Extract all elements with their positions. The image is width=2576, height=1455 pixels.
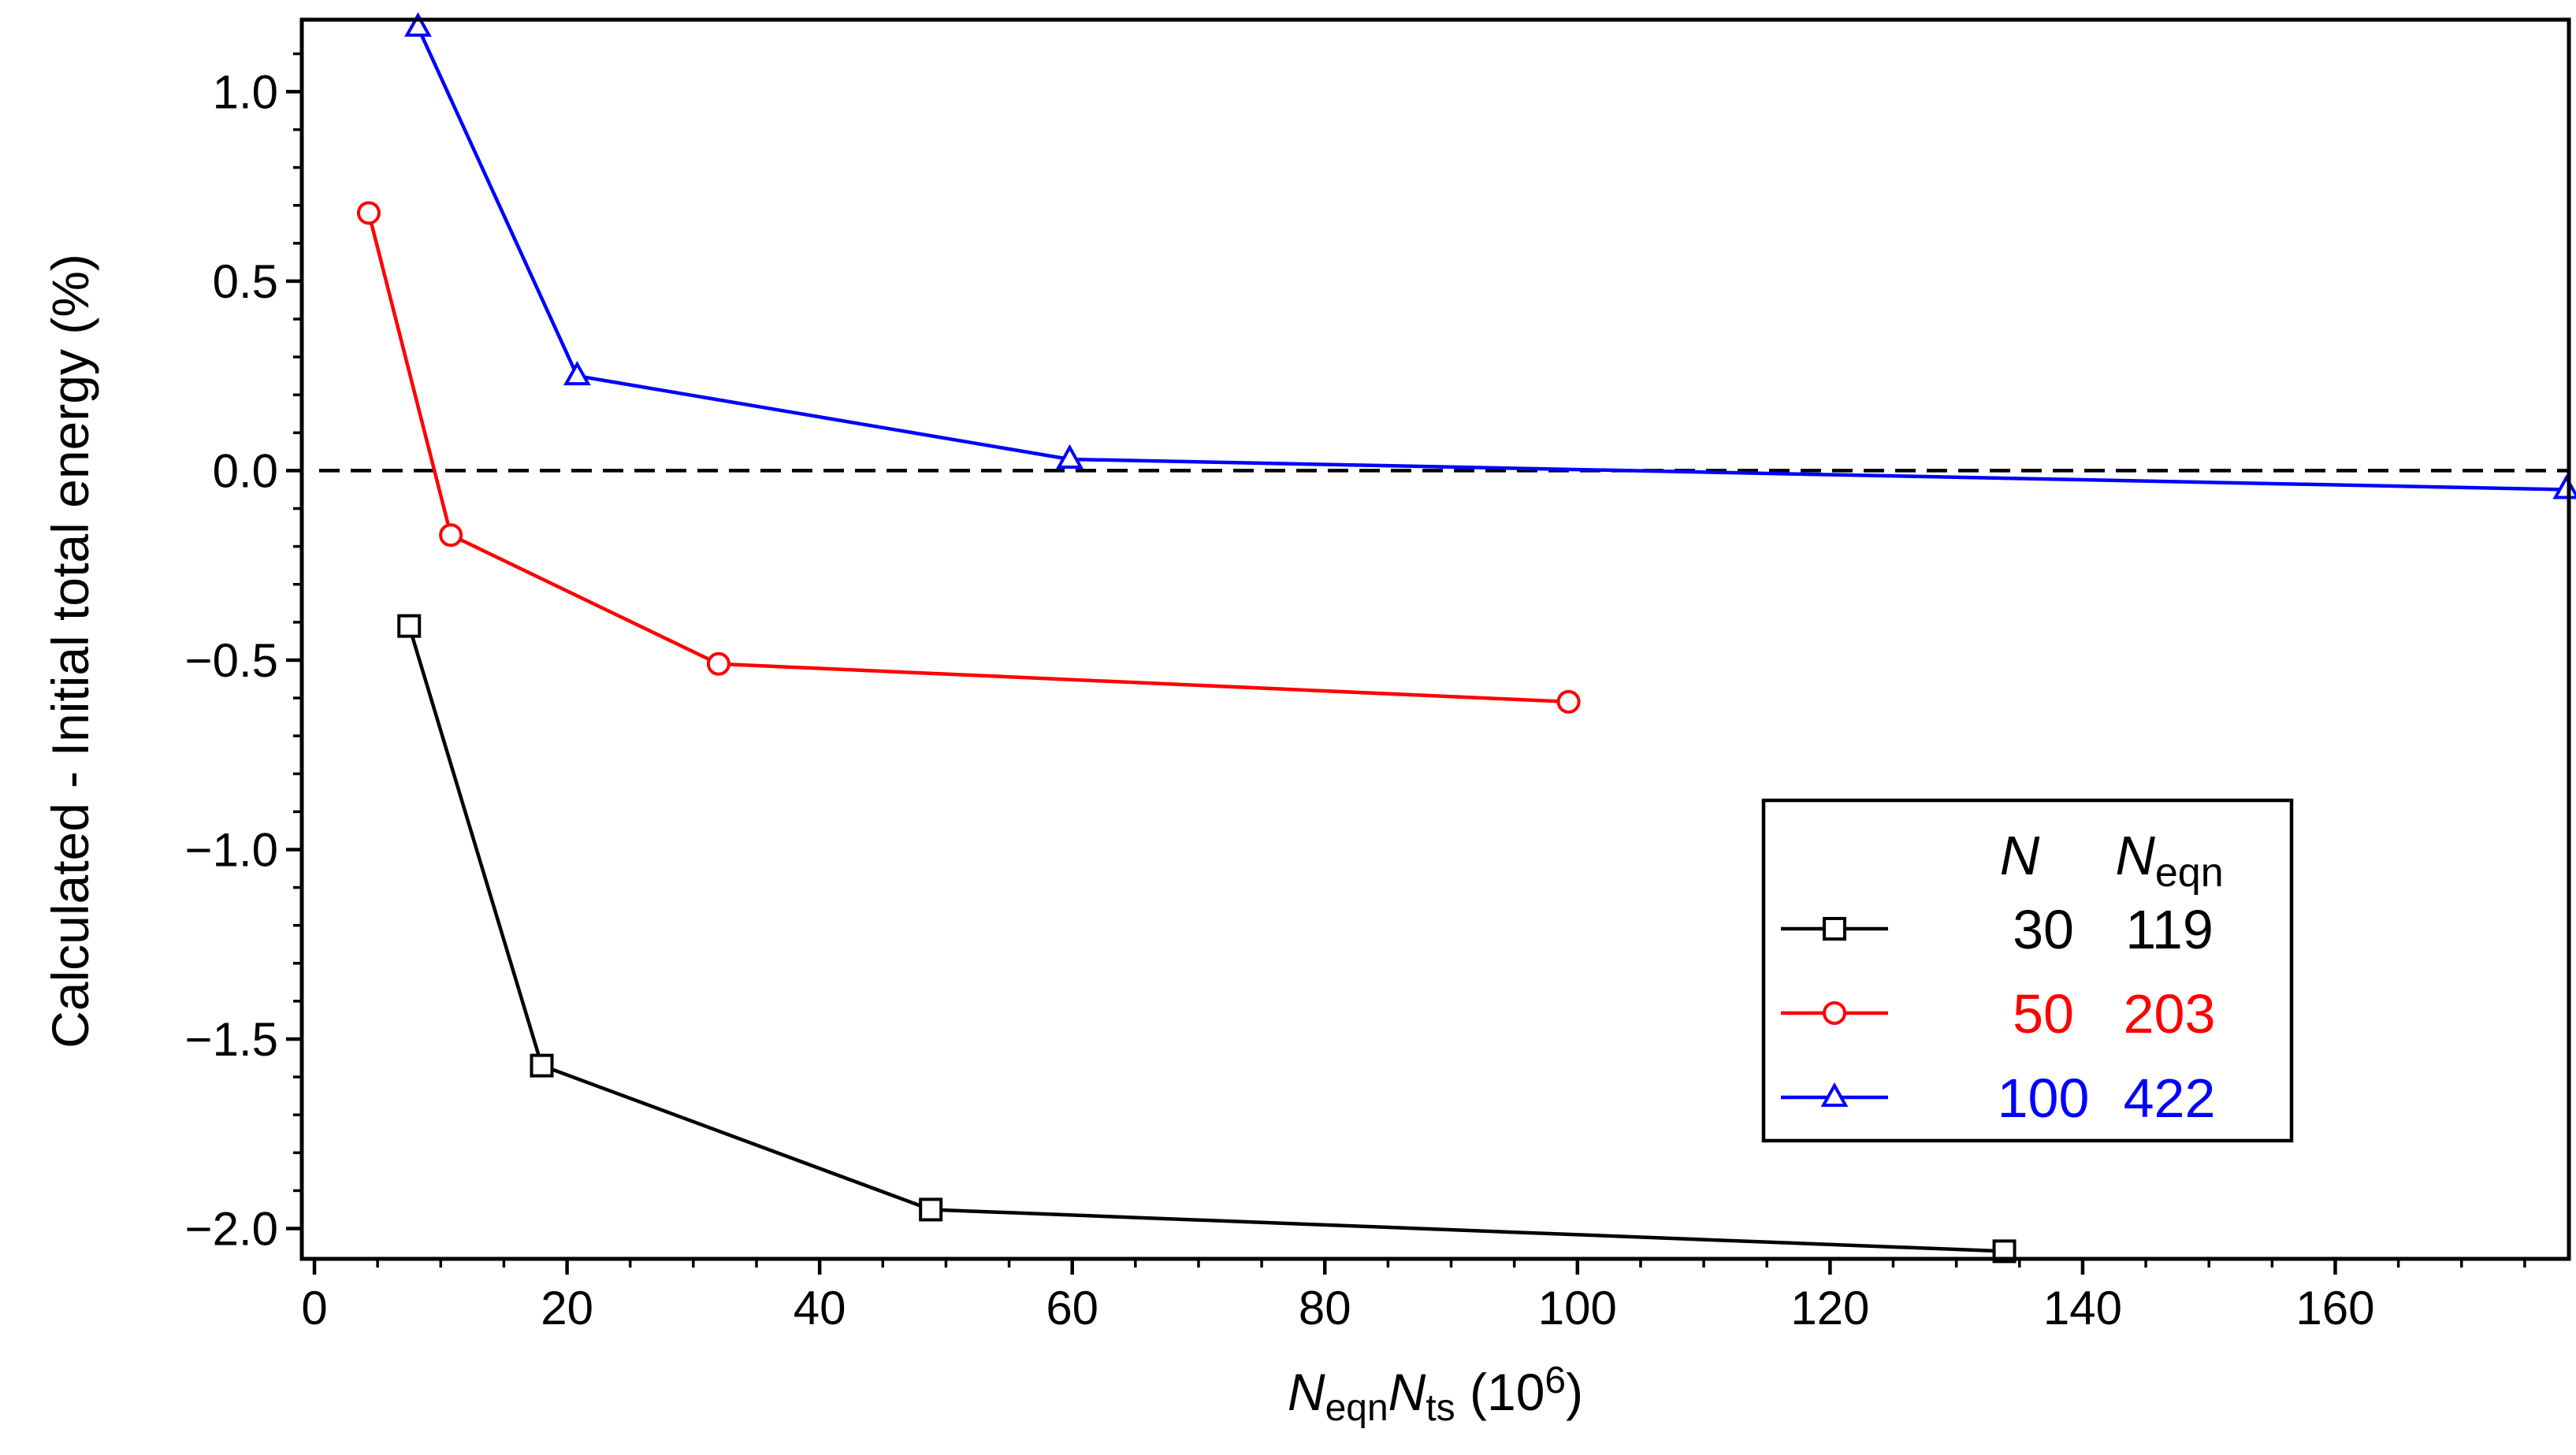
data-point-50-1: [439, 523, 463, 547]
legend-n-value: 50: [2013, 983, 2074, 1045]
data-point-100-0: [404, 12, 432, 37]
series-line-100: [416, 26, 2567, 492]
legend-n-value: 100: [1998, 1067, 2090, 1129]
y-axis-ticks: 1.0 0.5 0.0 −0.5 −1.0 −1.5 −2.0: [185, 52, 302, 1256]
legend-marker-triangle: [1820, 1082, 1849, 1107]
legend-box: [1761, 798, 2294, 1143]
series-100: [404, 12, 2576, 499]
legend-neqn-value: 422: [2124, 1067, 2216, 1129]
x-tick-label: 20: [541, 1282, 593, 1334]
data-point-100-1: [563, 361, 591, 386]
legend-header-neqn: Neqn: [2115, 825, 2223, 896]
data-point-30-1: [530, 1053, 554, 1078]
data-point-30-2: [919, 1197, 943, 1222]
x-axis-label: NeqnNts (106): [1288, 1360, 1583, 1429]
y-tick-label: −2.0: [185, 1203, 278, 1256]
series-30: [397, 614, 2017, 1264]
y-axis-label: Calculated - Initial total energy (%): [41, 254, 99, 1049]
x-axis-ticks: 0 20 40 60 80 100 120 140 160: [301, 1259, 2526, 1334]
axis-labels: NeqnNts (106) Calculated - Initial total …: [41, 254, 1583, 1429]
legend-marker-circle: [1823, 1001, 1846, 1025]
x-tick-label: 40: [794, 1282, 846, 1334]
legend-neqn-value: 203: [2124, 983, 2216, 1045]
legend: N Neqn 30 119 50 203 100 422: [1761, 798, 2294, 1143]
legend-entry-100: 100 422: [1781, 1067, 2215, 1129]
legend-entry-30: 30 119: [1781, 899, 2214, 960]
x-tick-label: 0: [301, 1282, 327, 1334]
data-point-50-0: [356, 201, 381, 225]
plot-frame: [299, 17, 2571, 1261]
data-point-50-2: [706, 651, 730, 676]
x-tick-label: 120: [1790, 1282, 1869, 1334]
x-tick-label: 100: [1538, 1282, 1617, 1334]
series-line-50: [366, 212, 1569, 704]
legend-header-n: N: [2000, 825, 2040, 886]
legend-entry-50: 50 203: [1781, 983, 2215, 1045]
legend-marker-square: [1823, 917, 1846, 941]
x-tick-label: 80: [1299, 1282, 1351, 1334]
legend-neqn-value: 119: [2125, 899, 2214, 960]
legend-n-value: 30: [2013, 899, 2074, 960]
series-group: [356, 12, 2576, 1264]
y-tick-label: 1.0: [213, 65, 278, 118]
y-tick-label: −0.5: [185, 634, 278, 687]
y-tick-label: −1.0: [185, 823, 278, 876]
x-tick-label: 140: [2043, 1282, 2122, 1334]
x-tick-label: 60: [1046, 1282, 1098, 1334]
data-point-50-3: [1556, 689, 1581, 714]
series-line-30: [407, 625, 2005, 1253]
series-50: [356, 201, 1581, 714]
y-tick-label: −1.5: [185, 1013, 278, 1066]
data-point-100-2: [1056, 444, 1084, 470]
y-tick-label: 0.0: [213, 444, 278, 497]
y-tick-label: 0.5: [213, 255, 278, 308]
x-tick-label: 160: [2295, 1282, 2374, 1334]
plot-frame-group: [299, 17, 2571, 1261]
data-point-30-0: [397, 614, 422, 638]
